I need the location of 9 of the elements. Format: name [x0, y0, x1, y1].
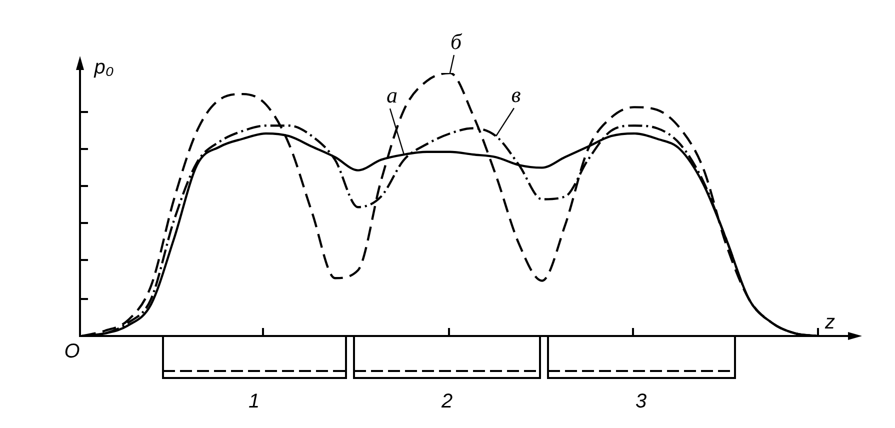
text: а [386, 82, 398, 108]
text: 1 [248, 390, 260, 413]
series-label: б [450, 28, 462, 54]
y-axis-title: p₀ [93, 56, 114, 79]
text: 2 [440, 390, 453, 413]
text: 3 [635, 390, 647, 413]
x-axis-title: z [824, 312, 835, 334]
text: O [64, 340, 80, 363]
series-label: в [511, 82, 522, 107]
